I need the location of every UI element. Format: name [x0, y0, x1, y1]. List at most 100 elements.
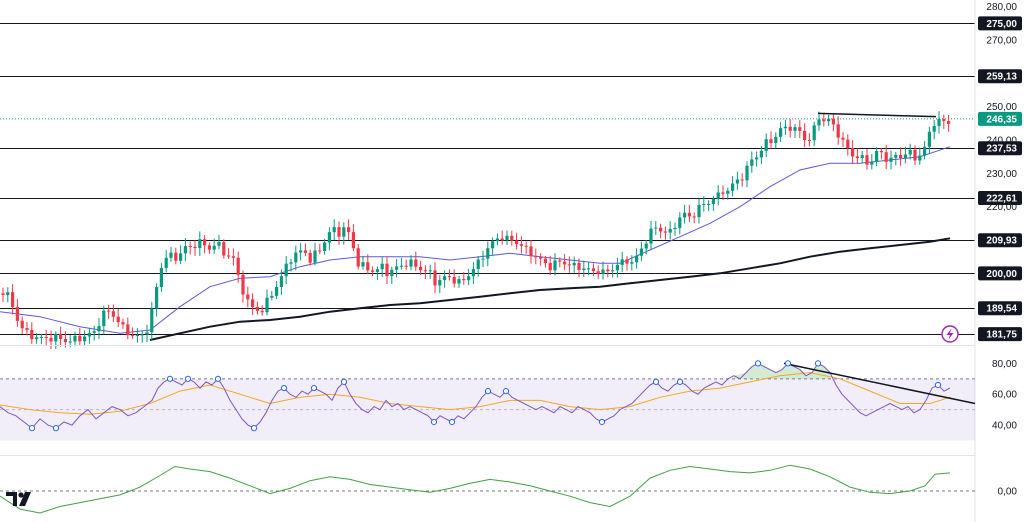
candle-body [337, 227, 341, 237]
candle-body [942, 119, 946, 122]
candle-body [174, 252, 178, 261]
level-badge [978, 141, 1022, 156]
candle-body [793, 127, 797, 131]
resistance-trendline [817, 112, 937, 118]
osc-line [0, 464, 951, 514]
candle-body [87, 332, 91, 337]
rsi-pivot-marker [784, 360, 792, 367]
candle-body [78, 335, 82, 342]
candle-body [135, 335, 139, 337]
candle-body [817, 119, 821, 126]
candle-body [289, 262, 293, 264]
tradingview-logo-icon[interactable] [6, 490, 34, 508]
candle-body [620, 259, 624, 265]
candle-body [241, 274, 245, 295]
level-badge-label: 237,53 [986, 144, 1017, 155]
candle-body [836, 124, 840, 138]
candle-body [865, 155, 869, 165]
candle-body [351, 232, 355, 249]
candle-body [265, 297, 269, 313]
candle-body [788, 126, 792, 131]
level-badge [978, 69, 1022, 84]
candle-body [913, 149, 917, 161]
current-price-label: 246,35 [986, 114, 1017, 125]
candle-body [644, 243, 648, 249]
candle-body [92, 331, 96, 333]
candle-body [371, 270, 375, 272]
candle-body [236, 257, 240, 275]
rsi-pivot-marker [280, 384, 288, 392]
oscillator-pane [0, 464, 975, 514]
candle-body [347, 227, 351, 233]
candle-body [284, 263, 288, 277]
candle-body [212, 245, 216, 250]
level-badge-label: 181,75 [986, 330, 1017, 341]
candle-body [121, 322, 125, 325]
candle-body [625, 259, 629, 264]
candle-body [299, 250, 303, 253]
level-badge-label: 222,61 [986, 193, 1017, 204]
candle-body [687, 212, 691, 217]
candle-body [500, 238, 504, 241]
candle-body [740, 179, 744, 181]
rsi-ma-line [0, 372, 951, 415]
candle-body [683, 212, 687, 218]
candle-body [423, 270, 427, 272]
candle-body [635, 255, 639, 263]
level-badge-label: 275,00 [986, 19, 1017, 30]
lightning-alert-icon[interactable] [941, 325, 959, 343]
candle-body [207, 245, 211, 250]
candle-body [356, 248, 360, 267]
candle-body [903, 154, 907, 159]
candle-body [318, 250, 322, 252]
candle-body [495, 238, 499, 242]
candle-body [807, 139, 811, 141]
candle-body [721, 192, 725, 194]
candle-body [582, 268, 586, 270]
candle-body [707, 203, 711, 205]
candle-body [639, 248, 643, 256]
rsi-pivot-marker [754, 360, 762, 367]
candle-body [702, 203, 706, 205]
candle-body [467, 276, 471, 281]
rsi-pivot-marker [184, 375, 192, 382]
level-badge-label: 209,93 [986, 236, 1017, 247]
candle-body [486, 248, 490, 259]
level-badge [978, 301, 1022, 316]
candle-body [111, 311, 115, 317]
candle-body [515, 240, 519, 245]
candle-body [399, 265, 403, 267]
candle-body [572, 262, 576, 266]
candle-body [822, 119, 826, 122]
candle-body [159, 267, 163, 287]
candle-body [25, 328, 29, 330]
candle-body [97, 326, 101, 332]
candle-body [615, 264, 619, 271]
candle-body [251, 299, 255, 307]
candle-body [577, 262, 581, 270]
candle-body [15, 306, 19, 321]
price-tick-label: 220,00 [986, 202, 1017, 213]
candle-body [841, 137, 845, 140]
candle-body [303, 250, 307, 253]
candle-body [462, 279, 466, 281]
candle-body [558, 260, 562, 262]
rsi-pivot-marker [430, 418, 438, 426]
candle-body [860, 155, 864, 159]
candle-body [279, 276, 283, 287]
candle-body [855, 156, 859, 159]
rsi-tick-label: 40,00 [992, 421, 1017, 432]
price-tick-label: 270,00 [986, 36, 1017, 47]
candle-body [443, 276, 447, 281]
candle-body [222, 242, 226, 256]
candle-body [711, 198, 715, 204]
rsi-tick-label: 60,00 [992, 390, 1017, 401]
candle-body [35, 337, 39, 340]
candle-body [519, 244, 523, 246]
osc-tick-label: 0,00 [998, 487, 1018, 498]
price-tick-label: 230,00 [986, 169, 1017, 180]
candle-body [198, 239, 202, 248]
rsi-pivot-marker [250, 425, 258, 432]
